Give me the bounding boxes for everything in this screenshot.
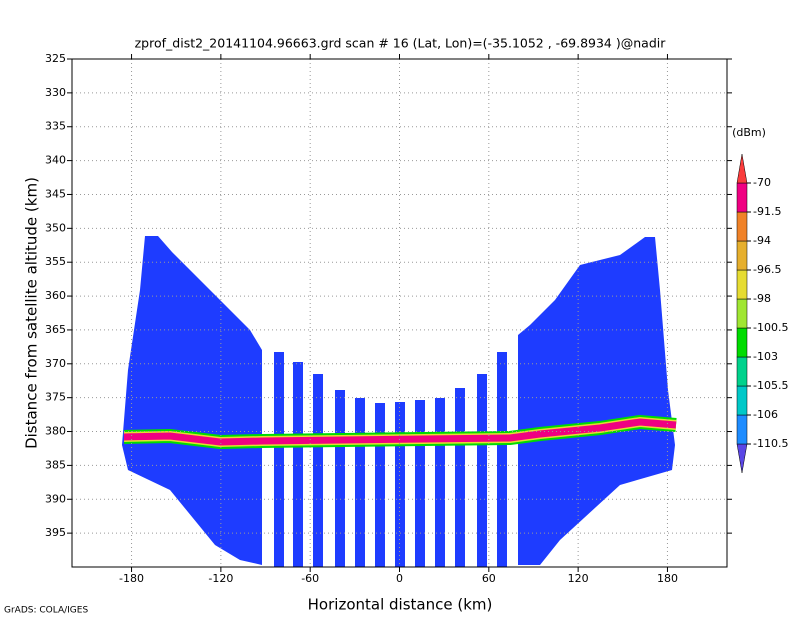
y-tick-label: 380 bbox=[45, 425, 66, 438]
colorbar-box bbox=[736, 356, 748, 387]
plot-frame bbox=[71, 58, 728, 568]
colorbar-box bbox=[736, 240, 748, 271]
y-tick-label: 360 bbox=[45, 289, 66, 302]
colorbar-cap bbox=[736, 153, 748, 184]
y-tick-label: 350 bbox=[45, 221, 66, 234]
colorbar-box bbox=[736, 298, 748, 329]
reflectivity-field bbox=[122, 236, 677, 567]
x-tick-label: 120 bbox=[568, 572, 589, 585]
colorbar-box bbox=[736, 269, 748, 300]
y-axis-label: Distance from satellite altitude (km) bbox=[23, 177, 41, 449]
colorbar-cap bbox=[736, 443, 748, 474]
y-tick-label: 385 bbox=[45, 458, 66, 471]
x-tick-label: 0 bbox=[396, 572, 403, 585]
y-tick-label: 375 bbox=[45, 391, 66, 404]
y-tick-label: 355 bbox=[45, 255, 66, 268]
colorbar-tick-label: -103 bbox=[753, 350, 778, 363]
x-axis-label: Horizontal distance (km) bbox=[308, 596, 493, 614]
colorbar-box bbox=[736, 327, 748, 358]
colorbar-tick-label: -100.5 bbox=[753, 321, 788, 334]
colorbar-label: (dBm) bbox=[732, 126, 766, 139]
colorbar-box bbox=[736, 182, 748, 213]
y-tick-label: 395 bbox=[45, 526, 66, 539]
chart-title: zprof_dist2_20141104.96663.grd scan # 16… bbox=[135, 36, 667, 51]
colorbar-tick-label: -94 bbox=[753, 234, 771, 247]
colorbar-box bbox=[736, 414, 748, 445]
y-tick-label: 330 bbox=[45, 86, 66, 99]
colorbar-tick-label: -98 bbox=[753, 292, 771, 305]
colorbar-tick-label: -105.5 bbox=[753, 379, 788, 392]
y-tick-label: 365 bbox=[45, 323, 66, 336]
colorbar-tick-label: -96.5 bbox=[753, 263, 781, 276]
y-tick-label: 325 bbox=[45, 52, 66, 65]
footer: GrADS: COLA/IGES bbox=[4, 606, 88, 616]
colorbar-tick-label: -70 bbox=[753, 176, 771, 189]
x-tick-label: 60 bbox=[482, 572, 496, 585]
y-tick-label: 335 bbox=[45, 120, 66, 133]
x-tick-label: -60 bbox=[301, 572, 319, 585]
colorbar-tick-label: -91.5 bbox=[753, 205, 781, 218]
y-tick-label: 390 bbox=[45, 492, 66, 505]
x-tick-label: -120 bbox=[208, 572, 233, 585]
y-tick-label: 370 bbox=[45, 357, 66, 370]
x-tick-label: -180 bbox=[119, 572, 144, 585]
colorbar-box bbox=[736, 385, 748, 416]
colorbar-box bbox=[736, 211, 748, 242]
colorbar-tick-label: -110.5 bbox=[753, 437, 788, 450]
y-tick-label: 345 bbox=[45, 187, 66, 200]
colorbar-tick-label: -106 bbox=[753, 408, 778, 421]
x-tick-label: 180 bbox=[657, 572, 678, 585]
y-tick-label: 340 bbox=[45, 154, 66, 167]
